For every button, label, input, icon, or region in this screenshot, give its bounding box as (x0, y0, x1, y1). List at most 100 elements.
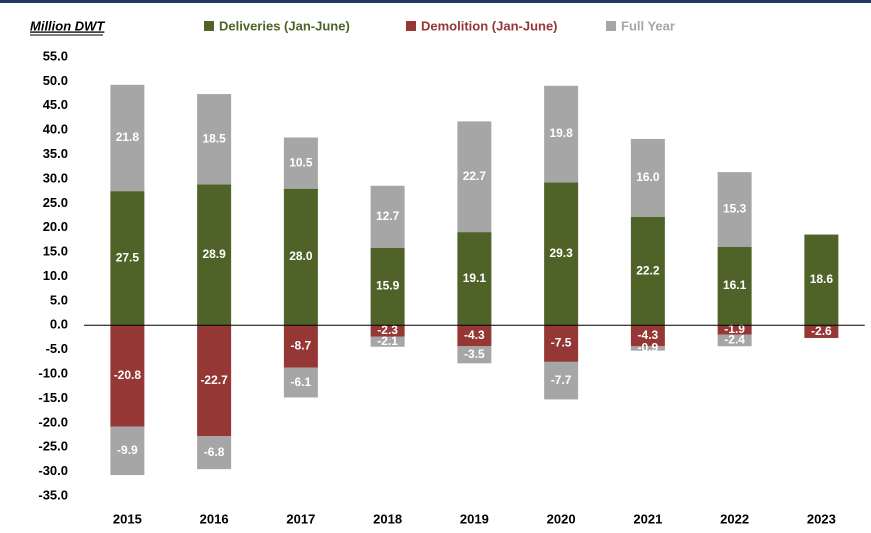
bar-segment (110, 426, 145, 476)
data-label: 12.7 (376, 209, 400, 223)
y-tick-label: 25.0 (43, 195, 68, 210)
bar-segment (804, 234, 839, 326)
data-label: -22.7 (200, 373, 228, 387)
y-tick-label: 20.0 (43, 219, 68, 234)
top-border (0, 0, 871, 3)
bar-segment (283, 137, 318, 189)
bar-segment (110, 325, 145, 427)
y-tick-label: -30.0 (38, 463, 68, 478)
bar-segment (457, 121, 492, 233)
data-label: -2.3 (377, 323, 398, 337)
bar-segment (630, 138, 665, 217)
bar-segment (717, 246, 752, 326)
legend-swatch (204, 21, 214, 31)
x-tick-label: 2020 (547, 511, 576, 526)
bar-segment (544, 182, 579, 326)
y-tick-label: -35.0 (38, 487, 68, 502)
x-tick-label: 2023 (807, 511, 836, 526)
data-label: -20.8 (114, 368, 142, 382)
bar-segment (197, 325, 232, 437)
y-tick-label: 50.0 (43, 73, 68, 88)
bar-segment (630, 216, 665, 326)
data-label: -2.1 (377, 334, 398, 348)
bar-segment (283, 367, 318, 398)
bar-segment (804, 325, 839, 338)
bar-segment (370, 325, 405, 337)
bar-segment (110, 84, 145, 192)
data-label: -6.8 (204, 445, 225, 459)
y-tick-label: 35.0 (43, 146, 68, 161)
data-label: -2.4 (724, 333, 745, 347)
data-label: 10.5 (289, 155, 313, 169)
x-tick-label: 2017 (286, 511, 315, 526)
data-label: -4.3 (638, 328, 659, 342)
data-label: 18.6 (810, 272, 834, 286)
bar-segment (630, 346, 665, 351)
bar-segment (283, 325, 318, 368)
y-tick-label: 10.0 (43, 268, 68, 283)
data-label: -7.7 (551, 373, 572, 387)
x-tick-label: 2016 (200, 511, 229, 526)
bar-segment (197, 436, 232, 470)
data-label: 15.9 (376, 279, 400, 293)
y-tick-label: 30.0 (43, 170, 68, 185)
bar-segment (544, 325, 579, 362)
legend-label: Full Year (621, 18, 675, 33)
data-label: 21.8 (116, 130, 140, 144)
bar-segment (717, 172, 752, 247)
data-label: 18.5 (202, 131, 226, 145)
bar-segment (544, 361, 579, 400)
bar-segment (370, 247, 405, 326)
data-label: -3.5 (464, 347, 485, 361)
bar-segment (457, 346, 492, 364)
bar-segment (197, 94, 232, 185)
bar-segment (544, 85, 579, 183)
legend-swatch (406, 21, 416, 31)
bar-segment (457, 232, 492, 326)
y-tick-label: 45.0 (43, 97, 68, 112)
y-tick-label: -5.0 (46, 341, 68, 356)
data-label: 19.1 (463, 271, 487, 285)
data-label: -6.1 (291, 375, 312, 389)
y-tick-label: -15.0 (38, 390, 68, 405)
data-label: 16.1 (723, 278, 747, 292)
data-label: 29.3 (549, 246, 573, 260)
data-label: 19.8 (549, 126, 573, 140)
bar-segment (110, 191, 145, 326)
bar-segment (717, 325, 752, 335)
bar-segment (370, 185, 405, 248)
data-label: 27.5 (116, 250, 140, 264)
legend-swatch (606, 21, 616, 31)
data-label: 15.3 (723, 202, 747, 216)
y-tick-label: 0.0 (50, 317, 68, 332)
x-tick-label: 2022 (720, 511, 749, 526)
y-tick-label: 15.0 (43, 244, 68, 259)
data-label: 16.0 (636, 170, 660, 184)
bar-segment (457, 325, 492, 347)
data-label: -8.7 (291, 339, 312, 353)
data-label: -9.9 (117, 443, 138, 457)
bar-segment (283, 188, 318, 326)
y-tick-label: 40.0 (43, 122, 68, 137)
y-tick-label: -10.0 (38, 365, 68, 380)
bar-segment (370, 336, 405, 347)
bar-segment (717, 334, 752, 347)
legend-label: Demolition (Jan-June) (421, 18, 558, 33)
y-axis-label: Million DWT (30, 18, 105, 33)
legend-label: Deliveries (Jan-June) (219, 18, 350, 33)
x-tick-label: 2015 (113, 511, 142, 526)
data-label: 28.9 (202, 247, 226, 261)
data-label: 22.7 (463, 169, 487, 183)
data-label: 22.2 (636, 263, 660, 277)
y-tick-label: -20.0 (38, 414, 68, 429)
bar-segment (197, 184, 232, 326)
bar-segment (630, 325, 665, 347)
data-label: -4.3 (464, 328, 485, 342)
data-label: -2.6 (811, 324, 832, 338)
data-label: -0.9 (638, 341, 659, 355)
x-tick-label: 2021 (633, 511, 662, 526)
x-tick-label: 2019 (460, 511, 489, 526)
y-tick-label: 55.0 (43, 48, 68, 63)
y-tick-label: -25.0 (38, 439, 68, 454)
